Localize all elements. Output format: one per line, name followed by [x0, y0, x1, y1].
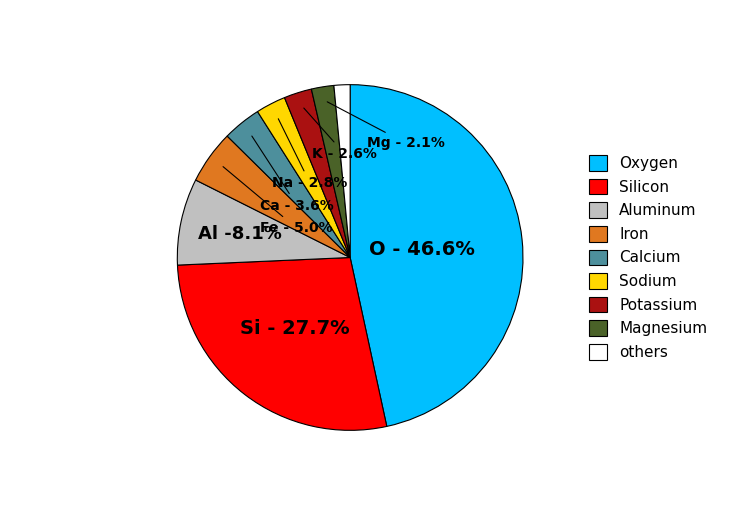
Wedge shape — [196, 136, 350, 258]
Text: Na - 2.8%: Na - 2.8% — [273, 119, 348, 190]
Text: O - 46.6%: O - 46.6% — [370, 241, 475, 259]
Text: Ca - 3.6%: Ca - 3.6% — [252, 136, 334, 213]
Text: Fe - 5.0%: Fe - 5.0% — [223, 167, 333, 235]
Wedge shape — [177, 258, 387, 431]
Legend: Oxygen, Silicon, Aluminum, Iron, Calcium, Sodium, Potassium, Magnesium, others: Oxygen, Silicon, Aluminum, Iron, Calcium… — [583, 149, 714, 366]
Wedge shape — [334, 84, 350, 258]
Text: Si - 27.7%: Si - 27.7% — [241, 319, 350, 338]
Wedge shape — [258, 98, 350, 258]
Wedge shape — [311, 85, 350, 258]
Wedge shape — [285, 89, 350, 258]
Text: Mg - 2.1%: Mg - 2.1% — [327, 102, 446, 150]
Text: K - 2.6%: K - 2.6% — [304, 108, 377, 161]
Wedge shape — [177, 180, 350, 265]
Wedge shape — [350, 84, 523, 426]
Wedge shape — [227, 112, 350, 258]
Text: Al -8.1%: Al -8.1% — [198, 225, 282, 243]
